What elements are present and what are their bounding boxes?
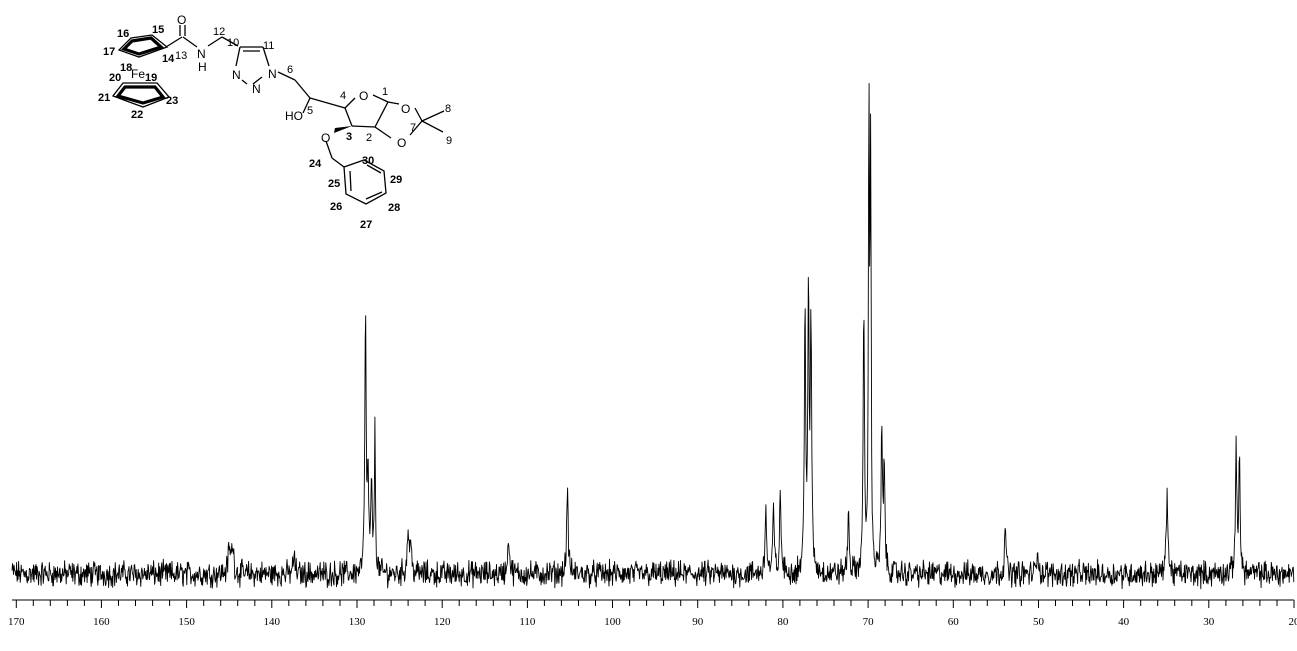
x-tick-label: 110 <box>519 616 536 628</box>
label-c19: 19 <box>145 72 157 84</box>
label-c10: 10 <box>227 37 239 49</box>
label-c30: 30 <box>362 155 374 167</box>
bond-c13-n <box>182 36 198 48</box>
x-tick-label: 130 <box>349 616 366 628</box>
x-tick-label: 30 <box>1203 616 1215 628</box>
label-c3: 3 <box>346 131 352 143</box>
bond-c12-c10 <box>221 36 239 47</box>
x-axis: 170 160 150 140 130 120 110 100 90 80 70 60 50 40 30 20 <box>8 599 1297 628</box>
label-c12: 12 <box>213 26 225 38</box>
atom-n3: N <box>232 68 241 82</box>
label-c6: 6 <box>287 64 293 76</box>
dioxolane-ring <box>374 101 445 139</box>
label-c5: 5 <box>307 105 313 117</box>
label-c27: 27 <box>360 219 372 231</box>
bond-o-c24 <box>325 140 333 159</box>
label-c22: 22 <box>131 109 143 121</box>
x-tick-label: 40 <box>1118 616 1130 628</box>
x-tick-label: 160 <box>93 616 110 628</box>
label-c18: 18 <box>120 62 132 74</box>
x-tick-label: 80 <box>777 616 789 628</box>
bond-n1-c6 <box>277 71 296 81</box>
label-c2: 2 <box>366 132 372 144</box>
label-c4: 4 <box>340 90 346 102</box>
label-c28: 28 <box>388 202 400 214</box>
label-c21: 21 <box>98 92 110 104</box>
atom-n1: N <box>268 67 277 81</box>
bond-c3-o-wedge <box>334 126 352 133</box>
label-c25: 25 <box>328 178 340 190</box>
spectrum-trace <box>11 83 1295 590</box>
label-c20: 20 <box>109 72 121 84</box>
x-tick-label: 100 <box>604 616 621 628</box>
label-c13: 13 <box>175 50 187 62</box>
x-tick-label: 140 <box>264 616 281 628</box>
ferrocene-upper-ring <box>117 34 169 58</box>
x-tick-label: 170 <box>8 616 25 628</box>
ferrocene-lower-ring <box>111 82 171 108</box>
bond-n-c12 <box>207 36 223 47</box>
atom-o-carbonyl: O <box>177 13 186 27</box>
bond-c6-c5 <box>294 79 311 99</box>
x-tick-label: 90 <box>692 616 704 628</box>
bond-c24-c25 <box>331 157 345 168</box>
atom-ho: HO <box>285 109 303 123</box>
label-c24: 24 <box>309 158 322 170</box>
x-tick-label: 70 <box>863 616 875 628</box>
label-c9: 9 <box>446 135 452 147</box>
x-axis-ticks <box>15 600 1295 608</box>
label-c16: 16 <box>117 28 129 40</box>
atom-o3: O <box>321 131 330 145</box>
atom-nh-n: N <box>197 47 206 61</box>
atom-nh-h: H <box>198 60 207 74</box>
x-tick-label: 150 <box>178 616 195 628</box>
label-c23: 23 <box>166 95 178 107</box>
chemical-structure: O N H Fe N N N O HO O O O 1 2 3 4 5 6 7 … <box>98 13 452 231</box>
atom-fe: Fe <box>131 67 145 81</box>
atom-o-acetal1: O <box>401 102 410 116</box>
bond-c5-ho <box>302 97 311 114</box>
triazole-ring <box>235 46 270 85</box>
label-c7: 7 <box>410 122 416 134</box>
atom-n2: N <box>252 82 261 96</box>
bond-c14-c13 <box>165 36 183 48</box>
bond-c5-c4 <box>309 97 346 109</box>
label-c15: 15 <box>152 24 164 36</box>
x-tick-label: 60 <box>948 616 960 628</box>
atom-o-acetal2: O <box>397 136 406 150</box>
label-c1: 1 <box>382 86 388 98</box>
phenyl-ring <box>343 159 387 205</box>
label-c26: 26 <box>330 201 342 213</box>
x-axis-tick-labels: 170 160 150 140 130 120 110 100 90 80 70 60 50 40 30 20 <box>8 616 1297 628</box>
furanose-ring <box>344 94 389 128</box>
label-c17: 17 <box>103 46 115 58</box>
atom-ring-o: O <box>359 89 368 103</box>
label-c29: 29 <box>390 174 402 186</box>
x-tick-label: 50 <box>1033 616 1045 628</box>
label-c8: 8 <box>445 103 451 115</box>
x-tick-label: 20 <box>1289 616 1297 628</box>
label-c11: 11 <box>263 40 274 52</box>
x-tick-label: 120 <box>434 616 451 628</box>
label-c14: 14 <box>162 53 175 65</box>
